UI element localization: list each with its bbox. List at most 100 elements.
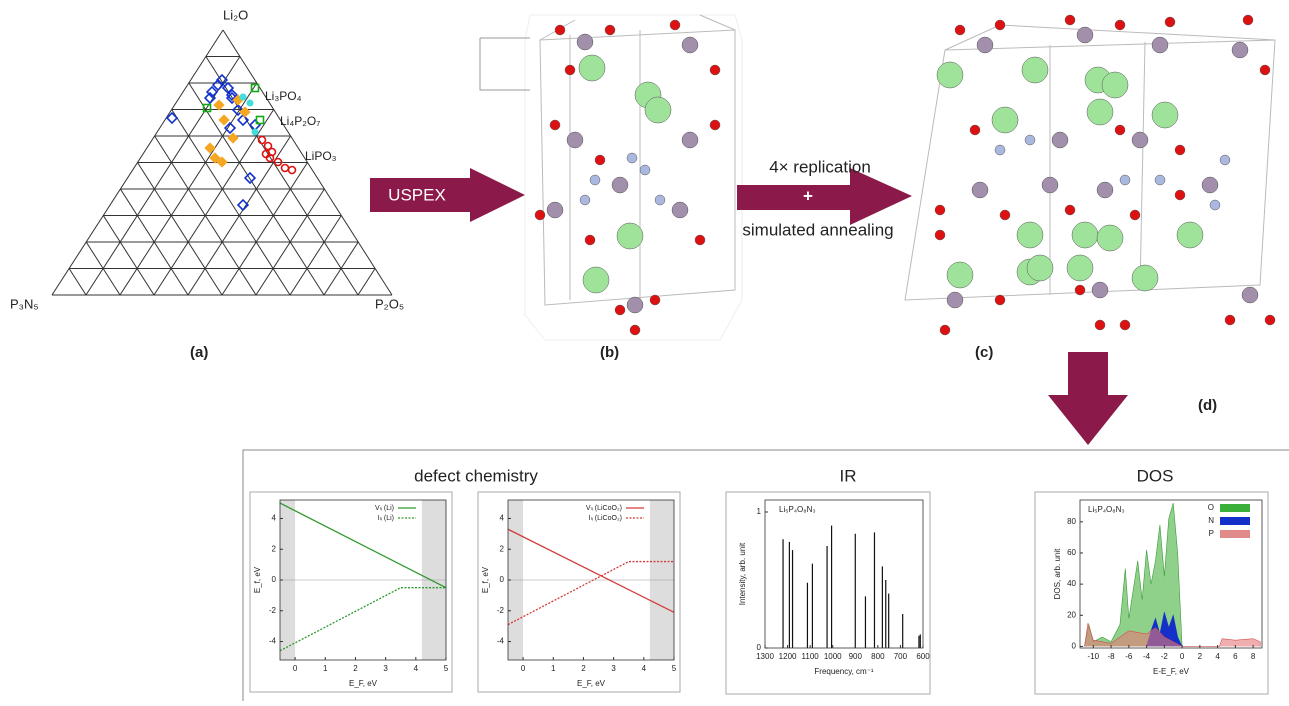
y-tick-label: 60 — [1067, 548, 1076, 557]
atom — [627, 153, 637, 163]
atom — [579, 55, 605, 81]
caption: (a) — [190, 344, 208, 361]
marker — [289, 167, 296, 174]
atom — [550, 120, 560, 130]
arrow-label: USPEX — [388, 185, 446, 204]
atom — [1232, 42, 1248, 58]
y-tick-label: 1 — [757, 507, 762, 516]
grid-line — [290, 216, 341, 296]
y-tick-label: 4 — [500, 514, 505, 523]
atom — [1155, 175, 1165, 185]
atom — [710, 65, 720, 75]
atom — [1132, 265, 1158, 291]
atom — [695, 235, 705, 245]
x-tick-label: 1300 — [756, 652, 774, 661]
y-tick-label: -4 — [269, 637, 277, 646]
x-tick-label: 0 — [1180, 652, 1185, 661]
atom — [1065, 15, 1075, 25]
caption: (b) — [600, 344, 619, 361]
formula: Li₅P₄O₈N₃ — [779, 505, 816, 514]
x-tick-label: 2 — [581, 664, 586, 673]
atom — [710, 120, 720, 130]
atom — [583, 267, 609, 293]
atom — [1242, 287, 1258, 303]
atom — [670, 20, 680, 30]
grid-line — [222, 163, 308, 296]
atom — [655, 195, 665, 205]
atom — [1065, 205, 1075, 215]
x-tick-label: 0 — [293, 664, 298, 673]
legend-label: P — [1209, 529, 1214, 538]
atom — [682, 132, 698, 148]
atom — [1097, 182, 1113, 198]
marker — [247, 100, 254, 107]
atom — [1265, 315, 1275, 325]
x-tick-label: 800 — [871, 652, 885, 661]
atom — [1120, 320, 1130, 330]
atom — [612, 177, 628, 193]
x-tick-label: 0 — [521, 664, 526, 673]
atom — [1152, 102, 1178, 128]
marker — [227, 132, 238, 143]
x-tick-label: 900 — [849, 652, 863, 661]
marker — [245, 173, 255, 183]
atom — [1175, 145, 1185, 155]
x-tick-label: 4 — [642, 664, 647, 673]
atom — [1210, 200, 1220, 210]
marker — [213, 99, 224, 110]
y-tick-label: 0 — [1072, 642, 1077, 651]
atom — [1097, 225, 1123, 251]
y-tick-label: -2 — [497, 606, 505, 615]
atom — [1260, 65, 1270, 75]
x-axis-label: E_F, eV — [577, 679, 606, 688]
legend-label: Iₗᵢ (Li) — [378, 515, 394, 522]
atom — [1042, 177, 1058, 193]
unit-cell — [905, 25, 1275, 300]
x-tick-label: -8 — [1108, 652, 1116, 661]
arrow-label: simulated annealing — [742, 220, 893, 239]
atom — [1092, 282, 1108, 298]
y-tick-label: 0 — [757, 643, 762, 652]
y-tick-label: -4 — [497, 637, 505, 646]
x-axis-label: Frequency, cm⁻¹ — [814, 667, 874, 676]
atom — [1120, 175, 1130, 185]
x-tick-label: 4 — [1215, 652, 1220, 661]
x-tick-label: 1 — [551, 664, 556, 673]
atom — [682, 37, 698, 53]
x-tick-label: 8 — [1251, 652, 1256, 661]
caption: (c) — [975, 344, 993, 361]
x-tick-label: -4 — [1143, 652, 1151, 661]
arrow-label: + — [803, 186, 813, 205]
atom — [1130, 210, 1140, 220]
legend-swatch — [1220, 530, 1250, 538]
atom — [947, 292, 963, 308]
x-tick-label: 5 — [444, 664, 449, 673]
atom — [580, 195, 590, 205]
y-tick-label: 80 — [1067, 517, 1076, 526]
atom — [1000, 210, 1010, 220]
panel-title: defect chemistry — [414, 466, 538, 485]
y-tick-label: 40 — [1067, 579, 1076, 588]
arrow — [1048, 352, 1128, 445]
atom — [585, 235, 595, 245]
ternary-diagram — [52, 30, 392, 295]
atom — [535, 210, 545, 220]
x-tick-label: 1 — [323, 664, 328, 673]
atom — [1202, 177, 1218, 193]
atom — [1165, 17, 1175, 27]
atom — [567, 132, 583, 148]
figure: Li₂O P₃N₅ P₂O₅ Li₃PO₄ Li₄P₂O₇ LiPO₃ (a) … — [0, 0, 1289, 701]
legend-label: Vₗᵢ (Li) — [375, 505, 394, 512]
atom — [630, 325, 640, 335]
x-tick-label: 4 — [414, 664, 419, 673]
atom — [947, 262, 973, 288]
atom — [1225, 315, 1235, 325]
atom — [995, 20, 1005, 30]
marker — [240, 94, 247, 101]
legend-label: N — [1208, 516, 1214, 525]
marker — [282, 165, 289, 172]
legend-label: Vₗᵢ (LiCoO₂) — [586, 505, 622, 512]
x-tick-label: 2 — [353, 664, 358, 673]
grid-line — [358, 269, 375, 296]
marker — [252, 129, 259, 136]
